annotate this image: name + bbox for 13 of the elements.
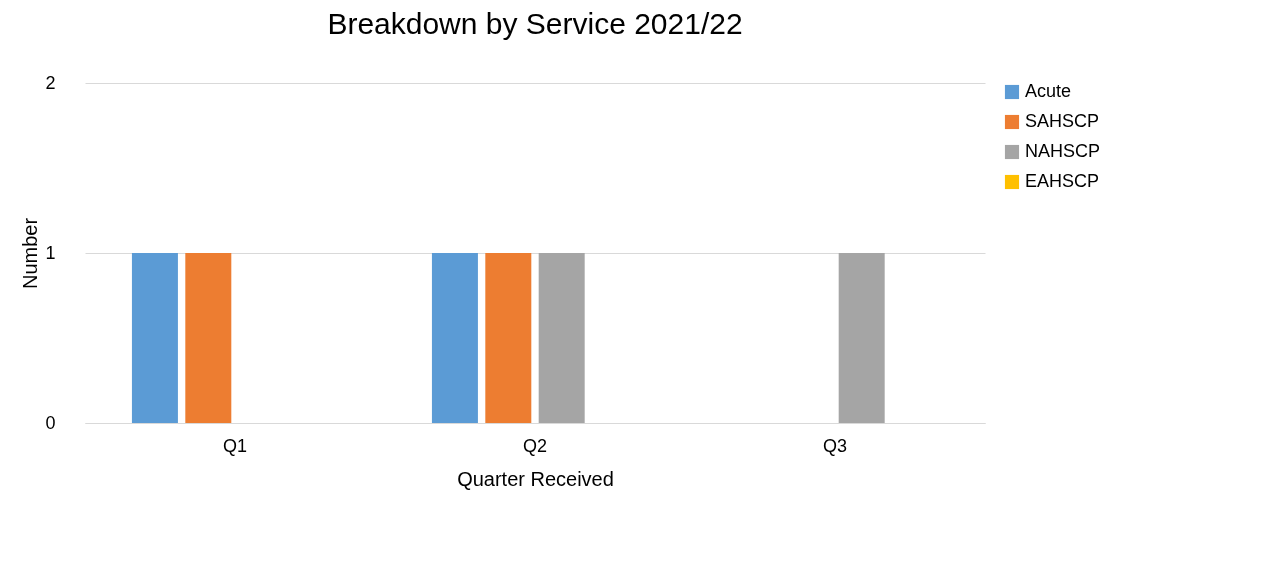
chart-title: Breakdown by Service 2021/22	[327, 7, 743, 40]
y-tick-label: 2	[45, 72, 56, 93]
legend-label: NAHSCP	[1025, 141, 1101, 161]
y-tick-label: 0	[45, 412, 56, 433]
y-axis-title: Number	[19, 217, 42, 290]
x-tick-label: Q2	[522, 435, 548, 456]
x-axis-title: Quarter Received	[457, 467, 614, 490]
x-tick-label: Q1	[222, 435, 248, 456]
legend-label: Acute	[1025, 81, 1072, 101]
y-tick-label: 1	[45, 242, 56, 263]
legend-label: SAHSCP	[1025, 111, 1100, 131]
x-tick-label: Q3	[822, 435, 848, 456]
legend-label: EAHSCP	[1025, 171, 1100, 191]
